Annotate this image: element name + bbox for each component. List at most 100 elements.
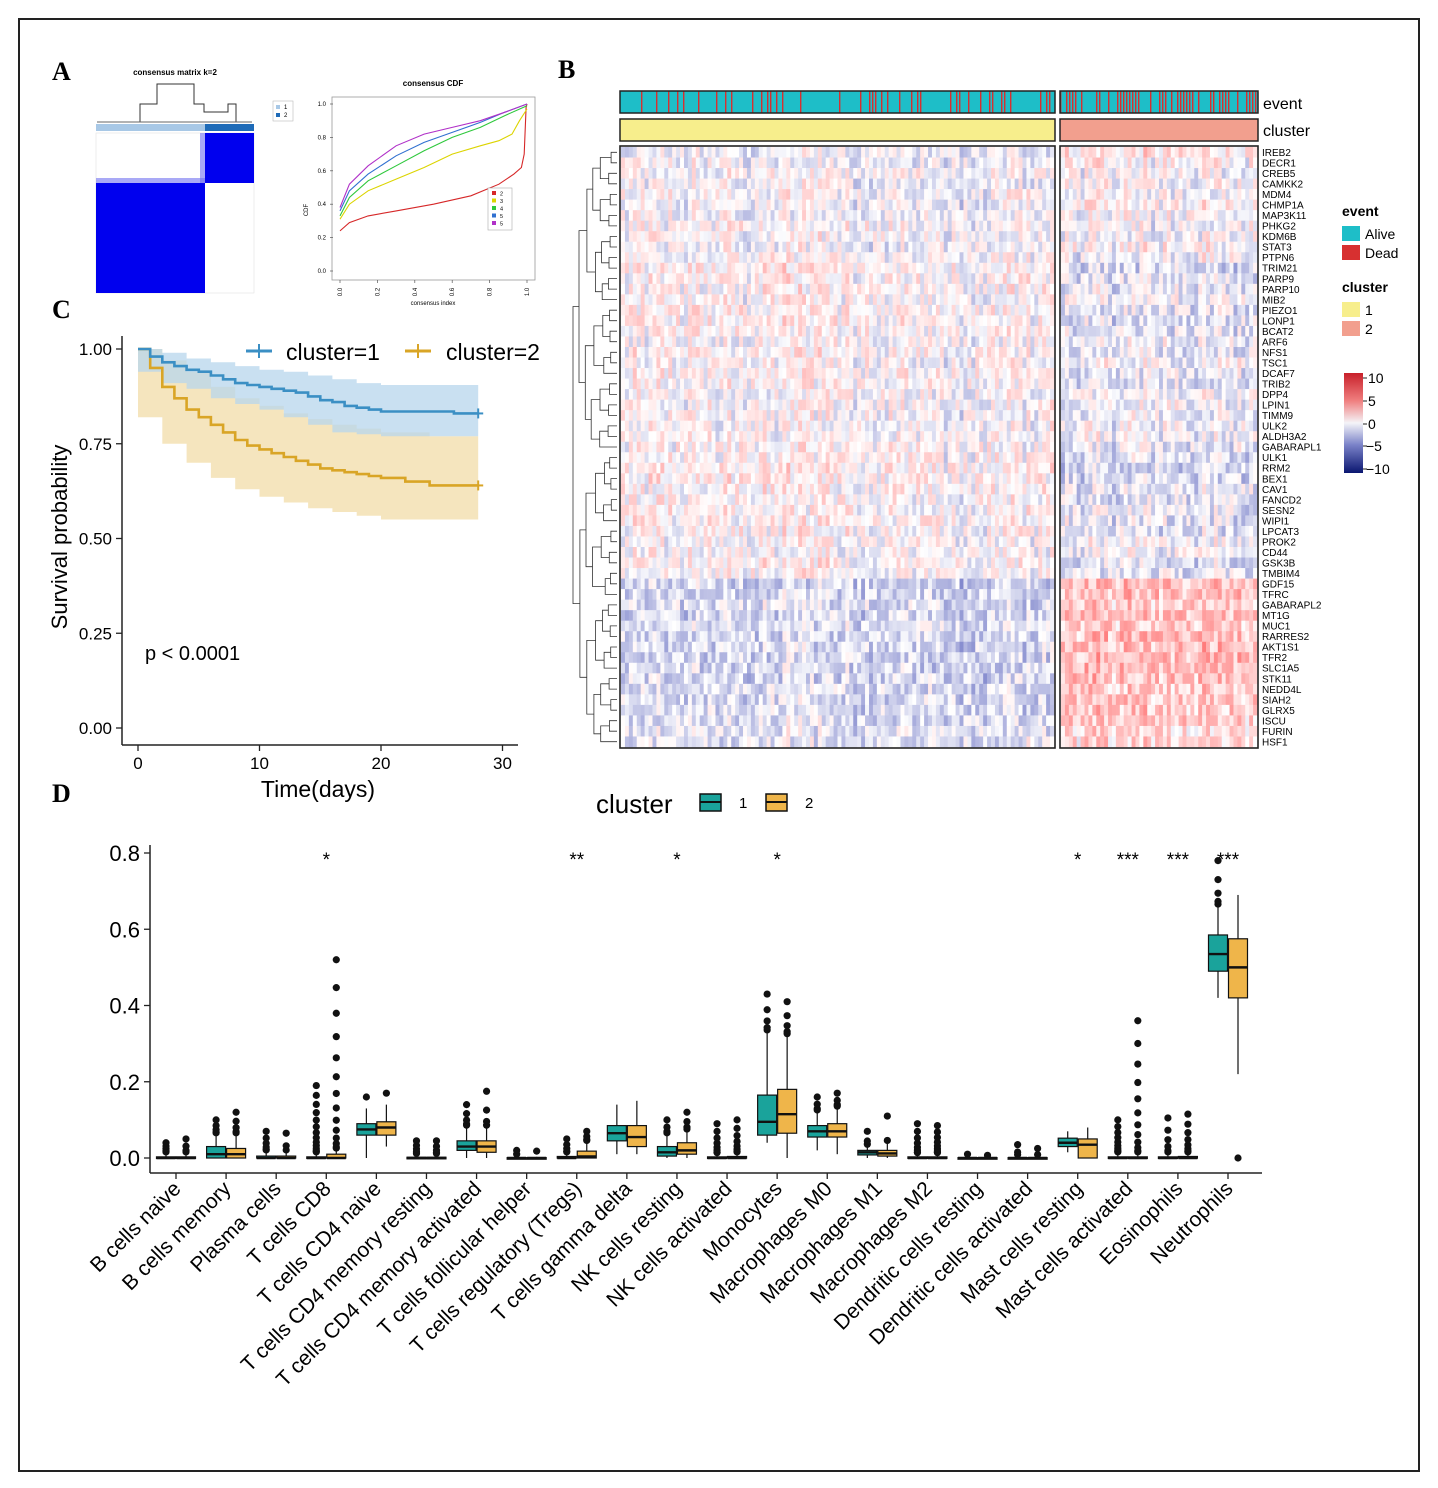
matrix-legend-swatch-2 [276, 113, 280, 117]
heatmap-cell [1213, 315, 1219, 327]
heatmap-cell [829, 273, 834, 285]
heatmap-cell [715, 252, 720, 264]
heatmap-cell [1127, 410, 1132, 421]
heatmap-cell [1076, 399, 1081, 411]
heatmap-cell [1111, 325, 1117, 337]
heatmap-cell [979, 220, 984, 232]
heatmap-cell [1030, 220, 1035, 232]
heatmap-cell [731, 304, 736, 316]
heatmap-cell [723, 210, 728, 221]
heatmap-cell [660, 283, 665, 295]
heatmap-cell [1237, 378, 1242, 390]
heatmap-cell [943, 231, 949, 243]
heatmap-cell [1194, 347, 1199, 358]
heatmap-cell [983, 336, 988, 348]
heatmap-cell [621, 252, 626, 264]
heatmap-cell [711, 315, 716, 327]
heatmap-cell [955, 157, 960, 169]
heatmap-cell [900, 420, 905, 432]
heatmap-cell [1245, 378, 1250, 390]
heatmap-cell [1127, 178, 1132, 190]
heatmap-cell [1042, 252, 1047, 264]
heatmap-cell [1127, 304, 1132, 316]
heatmap-cell [975, 336, 980, 348]
heatmap-cell [991, 252, 996, 264]
heatmap-cell [1221, 241, 1226, 253]
heatmap-cell [865, 168, 870, 179]
heatmap-cell [1190, 283, 1195, 295]
heatmap-cell [1190, 231, 1195, 243]
heatmap-cell [829, 283, 834, 295]
heatmap-cell [825, 304, 830, 316]
heatmap-cell [1050, 304, 1055, 316]
heatmap-cell [723, 325, 728, 337]
heatmap-cell [624, 147, 630, 158]
heatmap-cell [1123, 199, 1128, 211]
heatmap-cell [743, 441, 748, 453]
heatmap-cell [1088, 399, 1093, 411]
heatmap-cell [963, 325, 968, 337]
heatmap-cell [1030, 431, 1035, 443]
dendrogram-branch [603, 651, 617, 669]
heatmap-cell [1159, 168, 1164, 179]
heatmap-cell [849, 399, 854, 411]
heatmap-cell [719, 178, 724, 190]
heatmap-cell [1174, 315, 1179, 327]
heatmap-cell [746, 378, 752, 390]
heatmap-cell [1046, 431, 1051, 443]
heatmap-cell [1139, 431, 1144, 443]
heatmap-cell [707, 210, 712, 221]
heatmap-cell [746, 315, 752, 327]
heatmap-cell [896, 262, 901, 274]
heatmap-cell [1010, 410, 1015, 421]
heatmap-cell [1127, 241, 1132, 253]
heatmap-cell [743, 168, 748, 179]
heatmap-cell [691, 325, 697, 337]
heatmap-cell [1225, 283, 1230, 295]
heatmap-cell [1159, 315, 1164, 327]
heatmap-cell [1253, 441, 1258, 453]
heatmap-cell [731, 273, 736, 285]
heatmap-cell [754, 210, 760, 221]
heatmap-cell [628, 273, 634, 285]
heatmap-cell [1123, 431, 1128, 443]
heatmap-cell [664, 147, 669, 158]
heatmap-cell [841, 168, 846, 179]
heatmap-cell [994, 378, 1000, 390]
heatmap-cell [1038, 189, 1043, 200]
heatmap-cell [861, 368, 866, 379]
heatmap-cell [841, 210, 846, 221]
heatmap-cell [861, 273, 866, 285]
heatmap-cell [1127, 431, 1132, 443]
heatmap-cell [1088, 336, 1093, 348]
heatmap-cell [821, 336, 826, 348]
heatmap-cell [1092, 389, 1097, 400]
heatmap-cell [1182, 431, 1187, 443]
heatmap-cell [829, 336, 834, 348]
heatmap-cell [794, 389, 799, 400]
heatmap-cell [908, 431, 913, 443]
heatmap-cell [920, 294, 925, 306]
heatmap-cell [691, 231, 697, 243]
heatmap-cell [865, 452, 870, 464]
heatmap-cell [1174, 252, 1179, 264]
heatmap-cell [825, 315, 830, 327]
heatmap-cell [872, 357, 878, 369]
heatmap-cell [715, 399, 720, 411]
heatmap-cell [1111, 368, 1117, 379]
heatmap-cell [1174, 199, 1179, 211]
heatmap-cell [782, 210, 787, 221]
heatmap-cell [798, 452, 803, 464]
heatmap-cell [1002, 389, 1008, 400]
heatmap-cell [931, 168, 937, 179]
heatmap-cell [1147, 178, 1152, 190]
heatmap-cell [1022, 441, 1027, 453]
heatmap-cell [979, 420, 984, 432]
heatmap-cell [1115, 283, 1121, 295]
heatmap-cell [676, 252, 681, 264]
heatmap-cell [1084, 399, 1089, 411]
heatmap-cell [916, 441, 921, 453]
dendrogram-branch [609, 309, 617, 322]
heatmap-cell [963, 420, 968, 432]
heatmap-cell [1119, 441, 1125, 453]
